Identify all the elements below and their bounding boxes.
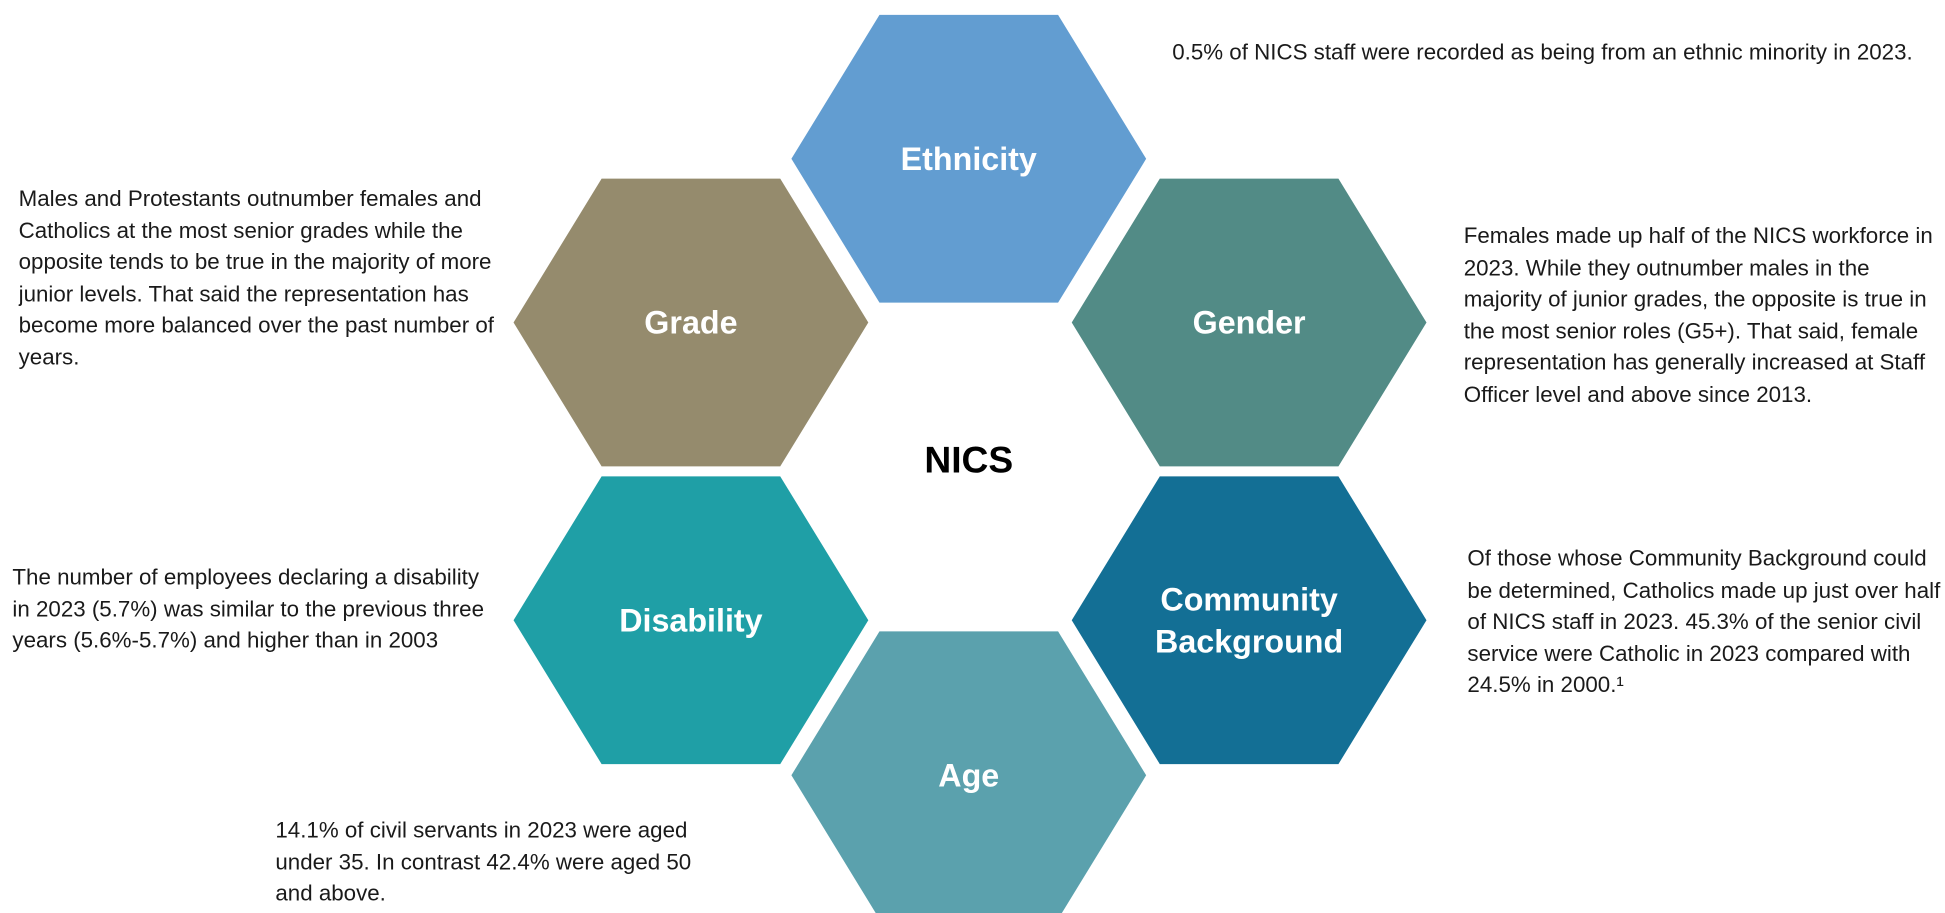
segment-label-box: Gender bbox=[1192, 303, 1306, 342]
hexagon bbox=[791, 631, 1147, 913]
segment-label: Age bbox=[938, 756, 1000, 794]
segment-description-box: Males and Protestants outnumber females … bbox=[18, 186, 494, 370]
segment-description: The number of employees declaring a disa… bbox=[12, 564, 485, 661]
segment-label: Grade bbox=[644, 303, 738, 342]
segment-label: Community Background bbox=[1155, 580, 1344, 660]
segment-description-box: Of those whose Community Background coul… bbox=[1467, 545, 1941, 698]
hexagon bbox=[1071, 178, 1427, 467]
hexagon bbox=[513, 178, 869, 467]
segment-description: Males and Protestants outnumber females … bbox=[18, 186, 494, 370]
segment-label: Disability bbox=[619, 601, 763, 639]
center-label: NICS bbox=[924, 439, 1013, 481]
segment-label-box: Community Background bbox=[1155, 580, 1344, 660]
segment-description-box: 14.1% of civil servants in 2023 were age… bbox=[275, 817, 692, 906]
segment-label: Ethnicity bbox=[900, 140, 1037, 178]
segment-description-box: Females made up half of the NICS workfor… bbox=[1463, 223, 1933, 407]
segment-description: Of those whose Community Background coul… bbox=[1467, 545, 1941, 698]
segment-description: 0.5% of NICS staff were recorded as bein… bbox=[1172, 39, 1913, 65]
segment-label-box: Ethnicity bbox=[900, 140, 1037, 178]
segment-description: 14.1% of civil servants in 2023 were age… bbox=[275, 817, 692, 906]
segment-label-box: Grade bbox=[644, 303, 738, 342]
segment-description-box: The number of employees declaring a disa… bbox=[12, 564, 485, 661]
segment-description: Females made up half of the NICS workfor… bbox=[1463, 223, 1933, 407]
segment-description-box: 0.5% of NICS staff were recorded as bein… bbox=[1172, 39, 1913, 65]
hexagon bbox=[791, 14, 1147, 303]
segment-label: Gender bbox=[1192, 303, 1306, 342]
segment-label-box: Disability bbox=[619, 601, 763, 639]
hexagon bbox=[1071, 476, 1427, 765]
hexagon bbox=[513, 476, 869, 765]
segment-label-box: Age bbox=[938, 756, 1000, 794]
